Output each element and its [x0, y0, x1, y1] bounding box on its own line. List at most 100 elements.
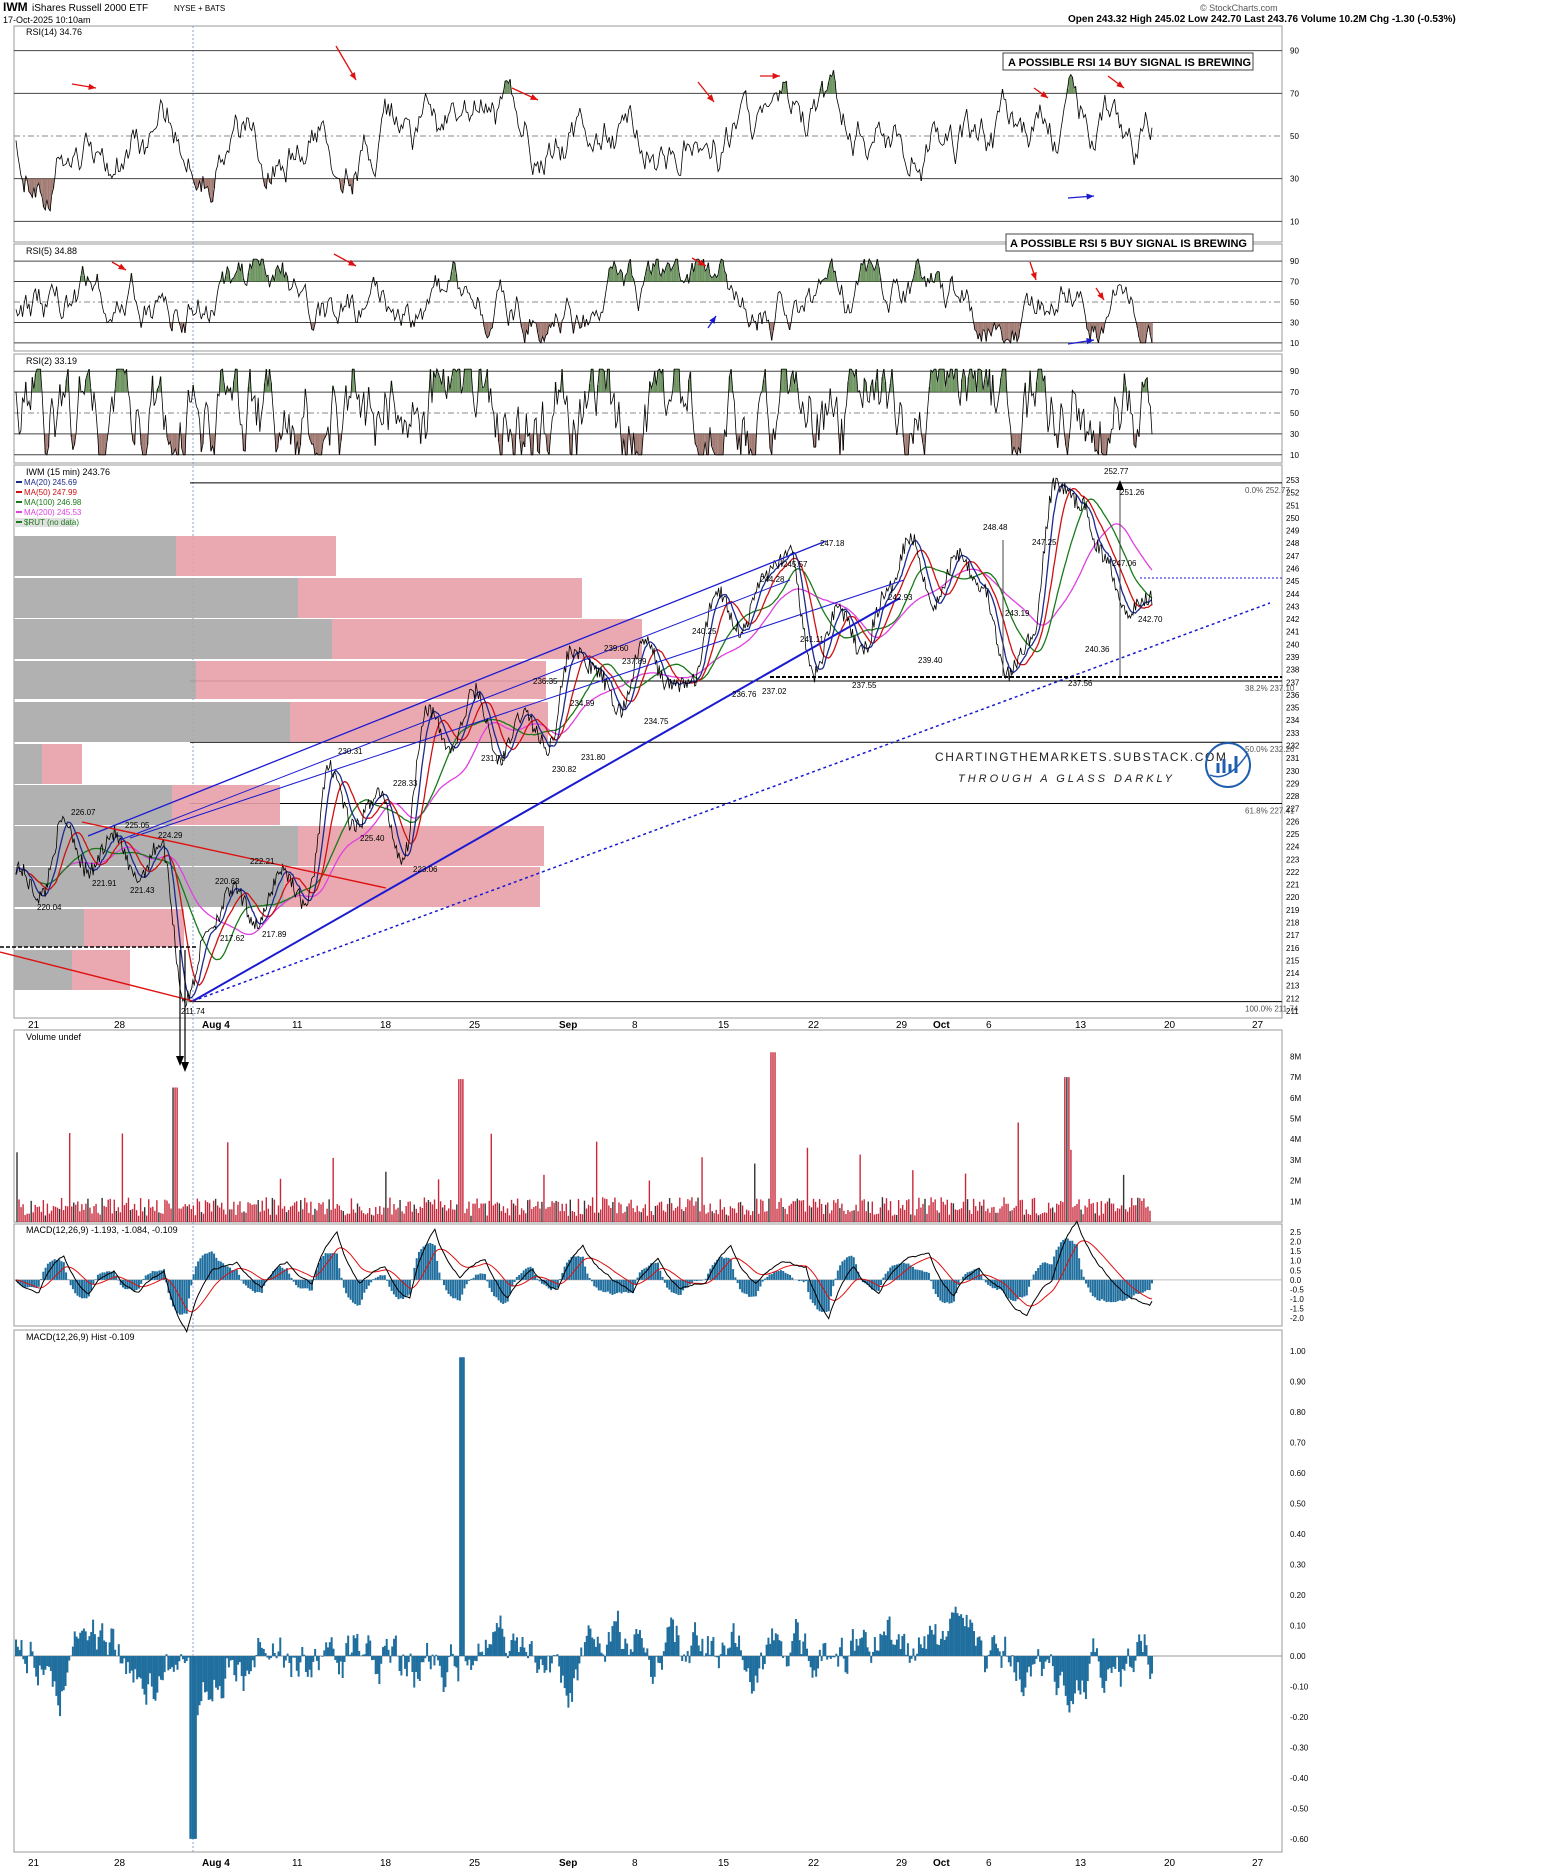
ma100-line — [15, 498, 1153, 961]
frame-rsi14 — [13, 25, 1283, 243]
price-point-label: 234.75 — [644, 717, 669, 726]
price-tick-label: 240 — [1286, 640, 1300, 649]
volume-tick-label: 6M — [1290, 1094, 1301, 1103]
fib-label: 50.0% 232.26 — [1245, 745, 1295, 754]
vbp-grey-bar — [14, 702, 290, 742]
rsi5-sell-arrow-head — [348, 259, 356, 266]
macd-tick-label: 1.5 — [1290, 1247, 1302, 1256]
price-point-label: 217.62 — [220, 934, 245, 943]
price-point-label: 220.63 — [215, 877, 240, 886]
rsi5-line — [15, 257, 1153, 345]
hist-tick-label: 1.00 — [1290, 1347, 1306, 1356]
price-tick-label: 239 — [1286, 653, 1300, 662]
price-tick-label: 217 — [1286, 931, 1300, 940]
price-tick-label: 249 — [1286, 527, 1300, 536]
channel-upper-inner-line — [129, 579, 905, 839]
macd-tick-label: 2.0 — [1290, 1238, 1302, 1247]
price-point-label: 252.77 — [1104, 467, 1129, 476]
vbp-grey-bar — [14, 661, 196, 699]
price-tick-label: 220 — [1286, 893, 1300, 902]
price-tick-label: 247 — [1286, 552, 1300, 561]
price-tick-label: 215 — [1286, 956, 1300, 965]
measure-arrow-up — [1116, 480, 1124, 490]
hist-tick-label: -0.20 — [1290, 1713, 1309, 1722]
price-tick-label: 221 — [1286, 881, 1300, 890]
price-tick-label: 232 — [1286, 742, 1300, 751]
price-point-label: 230.82 — [552, 765, 577, 774]
channel-lower-line — [192, 597, 901, 1002]
price-x-axis-label: Sep — [559, 1020, 577, 1031]
watermark-url: CHARTINGTHEMARKETS.SUBSTACK.COM — [935, 750, 1228, 764]
hist-title: MACD(12,26,9) Hist -0.109 — [26, 1332, 135, 1342]
rsi5-sell-arrow-head — [1030, 272, 1037, 280]
price-tick-label: 212 — [1286, 994, 1300, 1003]
bottom-x-axis-label: 6 — [986, 1858, 992, 1869]
macd-tick-label: 1.0 — [1290, 1257, 1302, 1266]
rsi14-level-label: 30 — [1290, 175, 1299, 184]
price-tick-label: 243 — [1286, 602, 1300, 611]
fib-label: 61.8% 227.41 — [1245, 807, 1295, 816]
macd-tick-label: 2.5 — [1290, 1228, 1302, 1237]
price-point-label: 236.35 — [533, 677, 558, 686]
rsi5-sell-arrow-head — [1097, 292, 1104, 300]
bottom-x-axis-label: 28 — [114, 1858, 126, 1869]
price-tick-label: 226 — [1286, 817, 1300, 826]
frame-rsi5 — [13, 243, 1283, 352]
price-point-label: 245.57 — [783, 560, 808, 569]
header-ohlc: Open 243.32 High 245.02 Low 242.70 Last … — [1068, 14, 1456, 25]
bottom-x-axis-label: 25 — [469, 1858, 481, 1869]
bottom-x-axis-label: 18 — [380, 1858, 392, 1869]
price-point-label: 231.80 — [581, 753, 606, 762]
bottom-x-axis-label: 8 — [632, 1858, 638, 1869]
price-tick-label: 230 — [1286, 767, 1300, 776]
price-tick-label: 245 — [1286, 577, 1300, 586]
price-point-label: 240.25 — [692, 627, 717, 636]
rsi14-sell-arrow-head — [88, 83, 96, 90]
price-tick-label: 229 — [1286, 779, 1300, 788]
price-tick-label: 234 — [1286, 716, 1300, 725]
rsi14-sell-arrow-head — [1040, 91, 1048, 98]
price-x-axis-label: 28 — [114, 1020, 126, 1031]
rsi5-buy-arrow-head — [1086, 338, 1094, 345]
red-falling-wedge-bottom — [0, 951, 194, 1002]
price-point-label: 222.21 — [250, 857, 275, 866]
hist-tick-label: 0.60 — [1290, 1469, 1306, 1478]
bottom-x-axis-label: Sep — [559, 1858, 577, 1869]
price-x-axis-label: 15 — [718, 1020, 730, 1031]
bottom-x-axis-label: Oct — [933, 1858, 950, 1869]
header-credit: © StockCharts.com — [1200, 3, 1278, 13]
rsi2-level-label: 50 — [1290, 409, 1299, 418]
macd-tick-label: -0.5 — [1290, 1285, 1304, 1294]
signal-arrows-layer — [71, 45, 1125, 345]
axes-layer: 2112122132142152162172182192202212222232… — [28, 47, 1309, 1869]
vbp-red-bar — [196, 661, 546, 699]
volume-tick-label: 3M — [1290, 1156, 1301, 1165]
hist-tick-label: 0.10 — [1290, 1621, 1306, 1630]
volume-title: Volume undef — [26, 1032, 82, 1042]
price-point-label: 236.76 — [732, 690, 757, 699]
price-point-label: 248.48 — [983, 523, 1008, 532]
price-tick-label: 213 — [1286, 982, 1300, 991]
channel-mid-line — [119, 579, 791, 841]
hist-tick-label: 0.40 — [1290, 1530, 1306, 1539]
fib-label: 0.0% 252.77 — [1245, 486, 1290, 495]
rsi14-sell-arrow-head — [772, 72, 780, 80]
price-x-axis-label: 22 — [808, 1020, 820, 1031]
rsi2-level-label: 10 — [1290, 451, 1299, 460]
price-point-label: 234.59 — [570, 699, 595, 708]
price-line — [15, 477, 1153, 1009]
bottom-x-axis-label: 22 — [808, 1858, 820, 1869]
price-point-label: 221.43 — [130, 886, 155, 895]
hist-tick-label: 0.70 — [1290, 1439, 1306, 1448]
rsi14-sell-arrow-head — [530, 94, 538, 100]
watermark-tagline: THROUGH A GLASS DARKLY — [958, 773, 1175, 785]
down-arrow-head-1 — [176, 1056, 184, 1066]
price-x-axis-label: 18 — [380, 1020, 392, 1031]
rsi14-sell-arrow-head — [706, 94, 714, 102]
rsi5-level-label: 70 — [1290, 278, 1299, 287]
vbp-red-bar — [72, 950, 130, 990]
hist-tick-label: -0.30 — [1290, 1743, 1309, 1752]
price-tick-label: 218 — [1286, 919, 1300, 928]
price-tick-label: 253 — [1286, 476, 1300, 485]
